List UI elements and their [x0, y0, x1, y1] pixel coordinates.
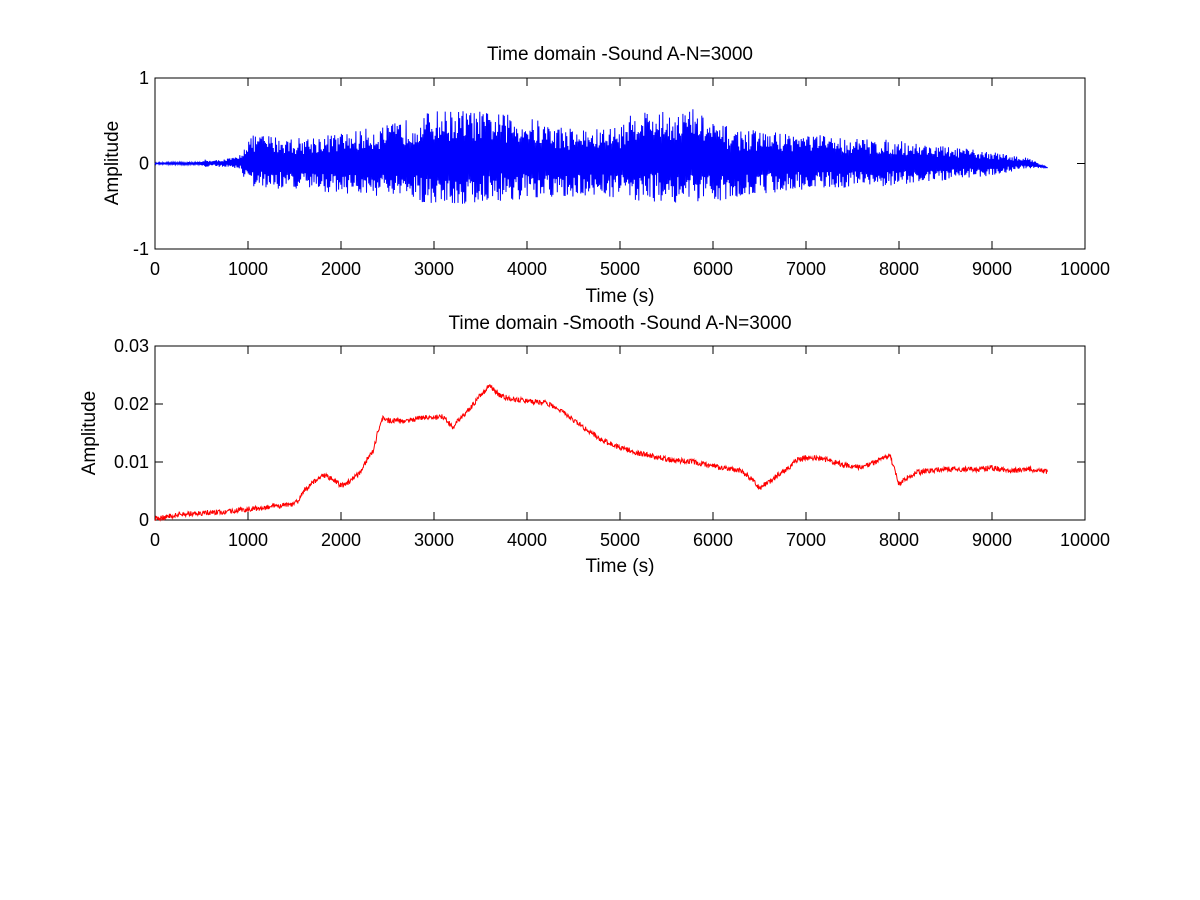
x-tick-label: 6000 — [693, 530, 733, 550]
top-ticks: 0 1000 2000 3000 4000 5000 6000 7000 8000 9000 100… — [133, 68, 1110, 279]
y-tick-label: -1 — [133, 239, 149, 259]
waveform-line — [154, 109, 1048, 204]
top-x-axis-label: Time (s) — [586, 286, 655, 307]
bottom-x-axis-label: Time (s) — [586, 556, 655, 577]
bottom-series — [154, 383, 1048, 522]
y-tick-label: 0.02 — [114, 394, 149, 414]
x-tick-label: 7000 — [786, 259, 826, 279]
x-tick-label: 10000 — [1060, 259, 1110, 279]
x-tick-label: 0 — [150, 259, 160, 279]
x-tick-label: 1000 — [228, 259, 268, 279]
x-tick-label: 9000 — [972, 530, 1012, 550]
bottom-plot-area — [154, 345, 1086, 521]
bottom-chart-title: Time domain -Smooth -Sound A-N=3000 — [448, 313, 791, 334]
x-tick-label: 4000 — [507, 259, 547, 279]
top-series — [154, 109, 1048, 204]
x-tick-label: 5000 — [600, 259, 640, 279]
top-y-axis-label: Amplitude — [102, 121, 123, 206]
y-tick-label: 0.03 — [114, 336, 149, 356]
x-tick-label: 8000 — [879, 530, 919, 550]
y-tick-label: 1 — [139, 68, 149, 88]
y-tick-label: 0 — [139, 510, 149, 530]
bottom-ticks: 0 1000 2000 3000 4000 5000 6000 7000 8000 9000 100… — [114, 336, 1110, 550]
x-tick-label: 3000 — [414, 259, 454, 279]
top-subplot: Time domain -Sound A-N=3000 0 1000 2000 300… — [102, 44, 1110, 307]
smoothed-line — [154, 383, 1048, 522]
y-tick-label: 0 — [139, 154, 149, 174]
x-tick-label: 9000 — [972, 259, 1012, 279]
x-tick-label: 7000 — [786, 530, 826, 550]
bottom-subplot: Time domain -Smooth -Sound A-N=3000 0 100… — [79, 313, 1110, 577]
x-tick-label: 4000 — [507, 530, 547, 550]
bottom-y-axis-label: Amplitude — [79, 391, 100, 476]
x-tick-label: 6000 — [693, 259, 733, 279]
x-tick-label: 10000 — [1060, 530, 1110, 550]
x-tick-label: 3000 — [414, 530, 454, 550]
top-chart-title: Time domain -Sound A-N=3000 — [487, 44, 753, 65]
y-tick-label: 0.01 — [114, 452, 149, 472]
x-tick-label: 0 — [150, 530, 160, 550]
x-tick-label: 8000 — [879, 259, 919, 279]
x-tick-label: 5000 — [600, 530, 640, 550]
x-tick-label: 2000 — [321, 530, 361, 550]
x-tick-label: 2000 — [321, 259, 361, 279]
x-tick-label: 1000 — [228, 530, 268, 550]
